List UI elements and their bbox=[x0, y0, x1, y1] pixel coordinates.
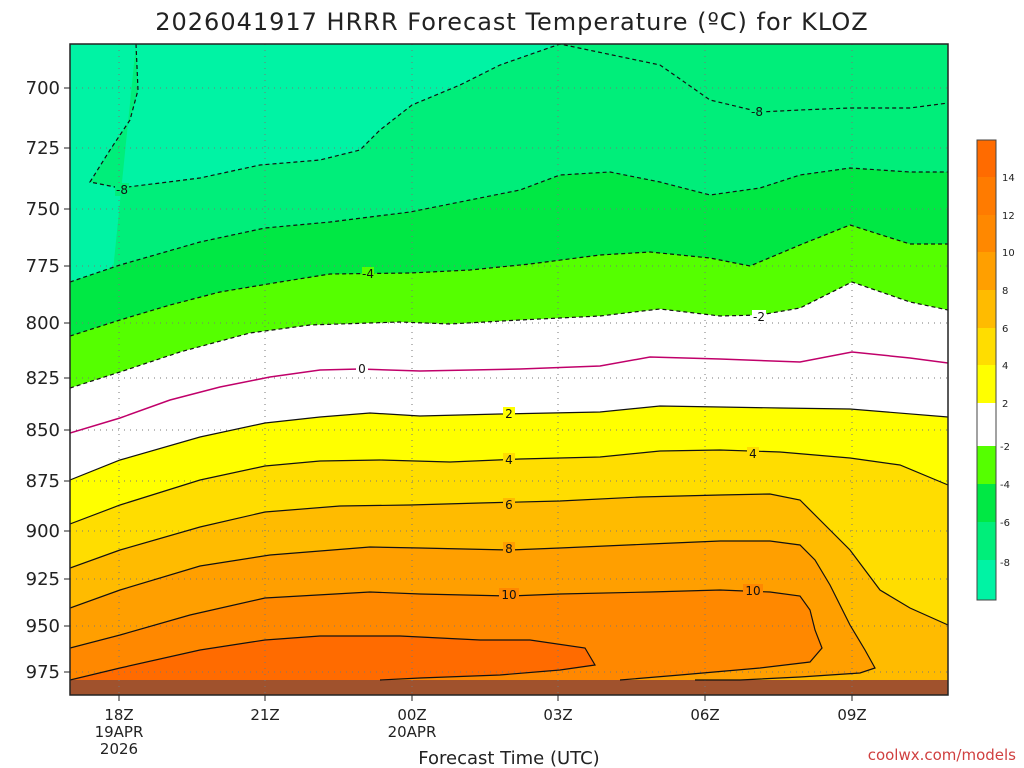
colorbar-tick: -4 bbox=[1000, 480, 1010, 491]
y-tick-label: 875 bbox=[26, 471, 60, 492]
x-tick-label: 06Z bbox=[690, 706, 719, 724]
contour-label: 4 bbox=[505, 453, 513, 467]
contour-label: 0 bbox=[358, 362, 366, 376]
y-tick-label: 950 bbox=[26, 616, 60, 637]
colorbar-swatch bbox=[977, 403, 996, 446]
x-axis: 18Z 19APR 2026 21Z 00Z 20APR 03Z 06Z 09Z… bbox=[95, 695, 867, 768]
colorbar-tick: -6 bbox=[1000, 518, 1010, 529]
colorbar-tick: 14 bbox=[1002, 173, 1015, 184]
x-tick-label: 20APR bbox=[388, 723, 437, 741]
colorbar-swatch bbox=[977, 215, 996, 252]
contour-label: 4 bbox=[749, 447, 757, 461]
colorbar-swatch bbox=[977, 365, 996, 403]
plot-frame bbox=[69, 43, 949, 696]
colorbar-tick: -8 bbox=[1000, 558, 1010, 569]
y-tick-label: 725 bbox=[26, 138, 60, 159]
colorbar-tick: -2 bbox=[1000, 442, 1010, 453]
colorbar-swatch bbox=[977, 328, 996, 365]
contour-lines bbox=[70, 44, 948, 681]
x-tick-label: 03Z bbox=[543, 706, 572, 724]
y-tick-label: 800 bbox=[26, 313, 60, 334]
x-tick-label: 09Z bbox=[837, 706, 866, 724]
contour-label: 10 bbox=[501, 588, 516, 602]
contour-label: -8 bbox=[116, 183, 128, 197]
colorbar-swatch bbox=[977, 252, 996, 290]
contour-label: 8 bbox=[505, 542, 513, 556]
y-tick-label: 700 bbox=[26, 78, 60, 99]
y-tick-label: 900 bbox=[26, 521, 60, 542]
y-tick-label: 825 bbox=[26, 368, 60, 389]
colorbar-tick: 12 bbox=[1002, 211, 1015, 222]
y-tick-label: 775 bbox=[26, 256, 60, 277]
chart-title: 2026041917 HRRR Forecast Temperature (ºC… bbox=[155, 8, 869, 36]
band-12-14 bbox=[70, 636, 595, 680]
y-tick-label: 750 bbox=[26, 199, 60, 220]
x-tick-label: 00Z bbox=[397, 706, 426, 724]
colorbar-swatch bbox=[977, 522, 996, 560]
colorbar-tick: 6 bbox=[1002, 324, 1008, 335]
colorbar-swatch bbox=[977, 560, 996, 600]
y-axis: 700 725 750 775 800 825 850 875 900 925 … bbox=[26, 78, 70, 683]
contour-label: -8 bbox=[751, 105, 763, 119]
contour-label: -4 bbox=[362, 267, 374, 281]
colorbar-frame bbox=[976, 139, 997, 601]
colorbar-tick: 4 bbox=[1002, 361, 1008, 372]
y-tick-label: 850 bbox=[26, 420, 60, 441]
contour-label: 10 bbox=[745, 584, 760, 598]
colorbar-tick: 2 bbox=[1002, 399, 1008, 410]
colorbar-swatch bbox=[977, 177, 996, 215]
colorbar-swatch bbox=[977, 140, 996, 177]
colorbar: 14 12 10 8 6 4 2 -2 -4 -6 -8 bbox=[976, 139, 1015, 601]
contour-label: 6 bbox=[505, 498, 513, 512]
x-tick-label: 18Z bbox=[104, 706, 133, 724]
x-tick-label: 19APR bbox=[95, 723, 144, 741]
y-tick-label: 925 bbox=[26, 569, 60, 590]
x-axis-label: Forecast Time (UTC) bbox=[418, 748, 599, 768]
colorbar-tick: 8 bbox=[1002, 286, 1008, 297]
ground-band bbox=[70, 680, 948, 695]
contour-label: 2 bbox=[505, 407, 513, 421]
colorbar-swatch bbox=[977, 484, 996, 522]
x-tick-label: 21Z bbox=[250, 706, 279, 724]
grid bbox=[70, 44, 948, 695]
x-tick-label: 2026 bbox=[100, 740, 138, 758]
colorbar-swatch bbox=[977, 290, 996, 328]
y-tick-label: 975 bbox=[26, 662, 60, 683]
plot-area: -8 -8 -4 -2 0 2 4 4 6 8 10 10 bbox=[70, 44, 948, 695]
contour-label: -2 bbox=[753, 310, 765, 324]
colorbar-swatch bbox=[977, 446, 996, 484]
colorbar-tick: 10 bbox=[1002, 248, 1015, 259]
credit-text: coolwx.com/models bbox=[868, 746, 1016, 764]
contour-labels: -8 -8 -4 -2 0 2 4 4 6 8 10 10 bbox=[115, 105, 766, 602]
